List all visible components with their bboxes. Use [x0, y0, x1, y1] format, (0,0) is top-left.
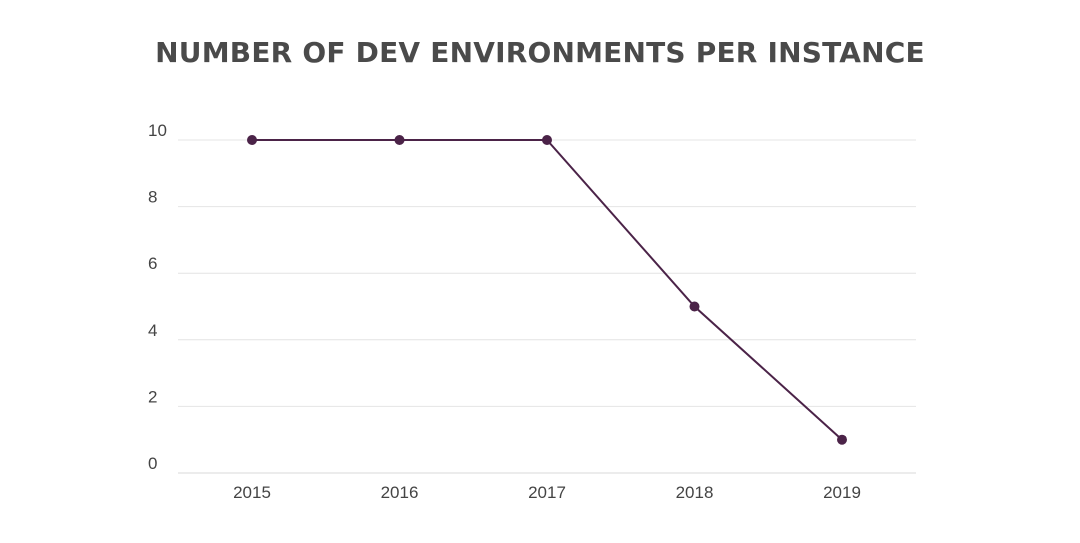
y-axis-ticks: 0 2 4 6 8 10 [148, 121, 167, 473]
x-tick-label: 2018 [676, 483, 714, 502]
x-tick-label: 2017 [528, 483, 566, 502]
data-point [689, 301, 700, 312]
x-tick-label: 2015 [233, 483, 271, 502]
y-tick-label: 0 [148, 454, 157, 473]
gridlines [178, 139, 916, 474]
data-point [247, 135, 257, 145]
x-tick-label: 2019 [823, 483, 861, 502]
data-point [542, 135, 552, 145]
x-axis-ticks: 2015 2016 2017 2018 2019 [233, 483, 861, 502]
y-tick-label: 8 [148, 188, 157, 207]
chart-title: NUMBER OF DEV ENVIRONMENTS PER INSTANCE [155, 36, 925, 69]
data-point [394, 135, 405, 145]
y-tick-label: 2 [148, 387, 157, 406]
data-point [837, 434, 847, 445]
x-tick-label: 2016 [381, 483, 419, 502]
y-tick-label: 4 [148, 321, 157, 340]
series-line [252, 139, 843, 441]
y-tick-label: 10 [148, 121, 167, 140]
y-tick-label: 6 [148, 254, 157, 273]
series-group [247, 135, 847, 445]
